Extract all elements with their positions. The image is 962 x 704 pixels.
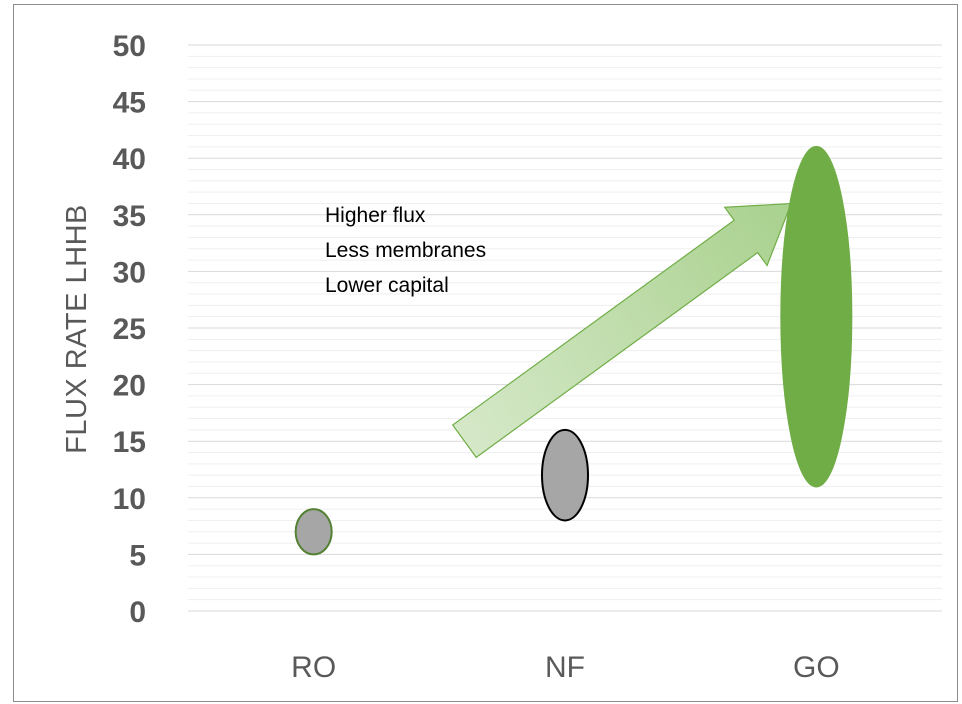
y-tick-label: 25 [113,313,146,346]
y-tick-label: 5 [129,539,146,572]
y-tick-label: 35 [113,200,146,233]
y-tick-label: 0 [129,596,146,629]
annotation-text: Higher flux Less membranes Lower capital [325,204,486,297]
y-tick-label: 10 [113,483,146,516]
trend-arrow-layer [451,202,793,459]
annotation-line: Higher flux [325,204,426,227]
data-marks [294,145,853,556]
y-tick-labels: 0 5 10 15 20 25 30 35 40 45 50 [113,30,146,629]
range-marker-nf [541,428,589,522]
annotation-line: Lower capital [325,274,449,297]
y-tick-label: 30 [113,256,146,289]
y-tick-label: 50 [113,30,146,63]
y-tick-label: 15 [113,426,146,459]
y-tick-label: 40 [113,143,146,176]
trend-arrow [451,202,793,459]
range-marker-ro [294,508,333,556]
y-tick-label: 20 [113,370,146,403]
x-tick-labels: RO NF GO [291,651,840,684]
x-tick-label-nf: NF [545,651,585,684]
y-axis-label: FLUX RATE LHHB [61,204,93,454]
x-tick-label-go: GO [793,651,840,684]
y-tick-label: 45 [113,87,146,120]
annotation-line: Less membranes [325,239,486,262]
range-marker-go [780,145,853,488]
x-tick-label-ro: RO [291,651,336,684]
